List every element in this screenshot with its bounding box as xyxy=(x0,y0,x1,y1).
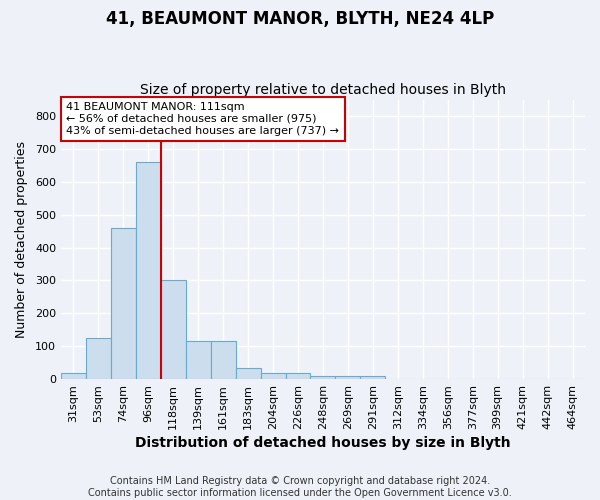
Text: Contains HM Land Registry data © Crown copyright and database right 2024.
Contai: Contains HM Land Registry data © Crown c… xyxy=(88,476,512,498)
Bar xyxy=(111,228,136,379)
Bar xyxy=(260,374,286,379)
Bar xyxy=(286,374,310,379)
Bar xyxy=(86,338,111,379)
Title: Size of property relative to detached houses in Blyth: Size of property relative to detached ho… xyxy=(140,83,506,97)
Bar xyxy=(186,340,211,379)
Bar xyxy=(136,162,161,379)
Bar xyxy=(61,373,86,379)
Text: 41, BEAUMONT MANOR, BLYTH, NE24 4LP: 41, BEAUMONT MANOR, BLYTH, NE24 4LP xyxy=(106,10,494,28)
Bar xyxy=(361,376,385,379)
Bar xyxy=(236,368,260,379)
Bar xyxy=(211,340,236,379)
Bar xyxy=(310,376,335,379)
Bar xyxy=(335,376,361,379)
Bar xyxy=(161,280,186,379)
Text: 41 BEAUMONT MANOR: 111sqm
← 56% of detached houses are smaller (975)
43% of semi: 41 BEAUMONT MANOR: 111sqm ← 56% of detac… xyxy=(66,102,339,136)
Y-axis label: Number of detached properties: Number of detached properties xyxy=(15,141,28,338)
X-axis label: Distribution of detached houses by size in Blyth: Distribution of detached houses by size … xyxy=(135,436,511,450)
